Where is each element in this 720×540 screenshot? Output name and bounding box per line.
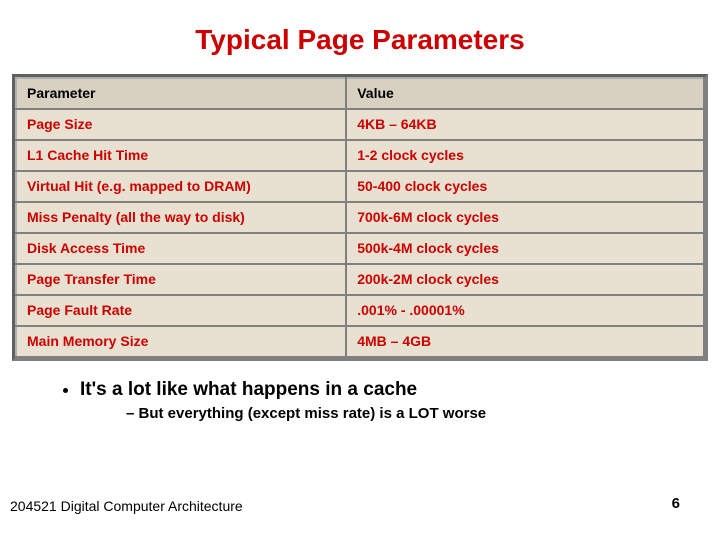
- table-row: Miss Penalty (all the way to disk) 700k-…: [16, 202, 704, 233]
- header-value: Value: [346, 78, 704, 109]
- cell-param: Virtual Hit (e.g. mapped to DRAM): [16, 171, 346, 202]
- bullet-sub: But everything (except miss rate) is a L…: [126, 405, 720, 422]
- cell-value: 4MB – 4GB: [346, 326, 704, 357]
- cell-param: Disk Access Time: [16, 233, 346, 264]
- parameters-table: Parameter Value Page Size 4KB – 64KB L1 …: [15, 77, 705, 358]
- table-row: Main Memory Size 4MB – 4GB: [16, 326, 704, 357]
- table-row: Page Fault Rate .001% - .00001%: [16, 295, 704, 326]
- parameters-table-wrap: Parameter Value Page Size 4KB – 64KB L1 …: [12, 74, 708, 361]
- cell-param: L1 Cache Hit Time: [16, 140, 346, 171]
- cell-value: 4KB – 64KB: [346, 109, 704, 140]
- cell-value: 50-400 clock cycles: [346, 171, 704, 202]
- header-parameter: Parameter: [16, 78, 346, 109]
- slide-title: Typical Page Parameters: [0, 0, 720, 74]
- cell-param: Main Memory Size: [16, 326, 346, 357]
- cell-value: 500k-4M clock cycles: [346, 233, 704, 264]
- cell-value: 1-2 clock cycles: [346, 140, 704, 171]
- cell-param: Miss Penalty (all the way to disk): [16, 202, 346, 233]
- table-row: Disk Access Time 500k-4M clock cycles: [16, 233, 704, 264]
- table-row: Virtual Hit (e.g. mapped to DRAM) 50-400…: [16, 171, 704, 202]
- footer-course: 204521 Digital Computer Architecture: [10, 498, 243, 514]
- table-header-row: Parameter Value: [16, 78, 704, 109]
- bullet-main: It's a lot like what happens in a cache: [80, 379, 720, 401]
- footer-page-number: 6: [672, 495, 680, 512]
- table-row: Page Size 4KB – 64KB: [16, 109, 704, 140]
- table-row: L1 Cache Hit Time 1-2 clock cycles: [16, 140, 704, 171]
- table-row: Page Transfer Time 200k-2M clock cycles: [16, 264, 704, 295]
- cell-value: 200k-2M clock cycles: [346, 264, 704, 295]
- bullet-list: It's a lot like what happens in a cache …: [80, 379, 720, 422]
- cell-param: Page Size: [16, 109, 346, 140]
- cell-value: 700k-6M clock cycles: [346, 202, 704, 233]
- cell-value: .001% - .00001%: [346, 295, 704, 326]
- cell-param: Page Fault Rate: [16, 295, 346, 326]
- cell-param: Page Transfer Time: [16, 264, 346, 295]
